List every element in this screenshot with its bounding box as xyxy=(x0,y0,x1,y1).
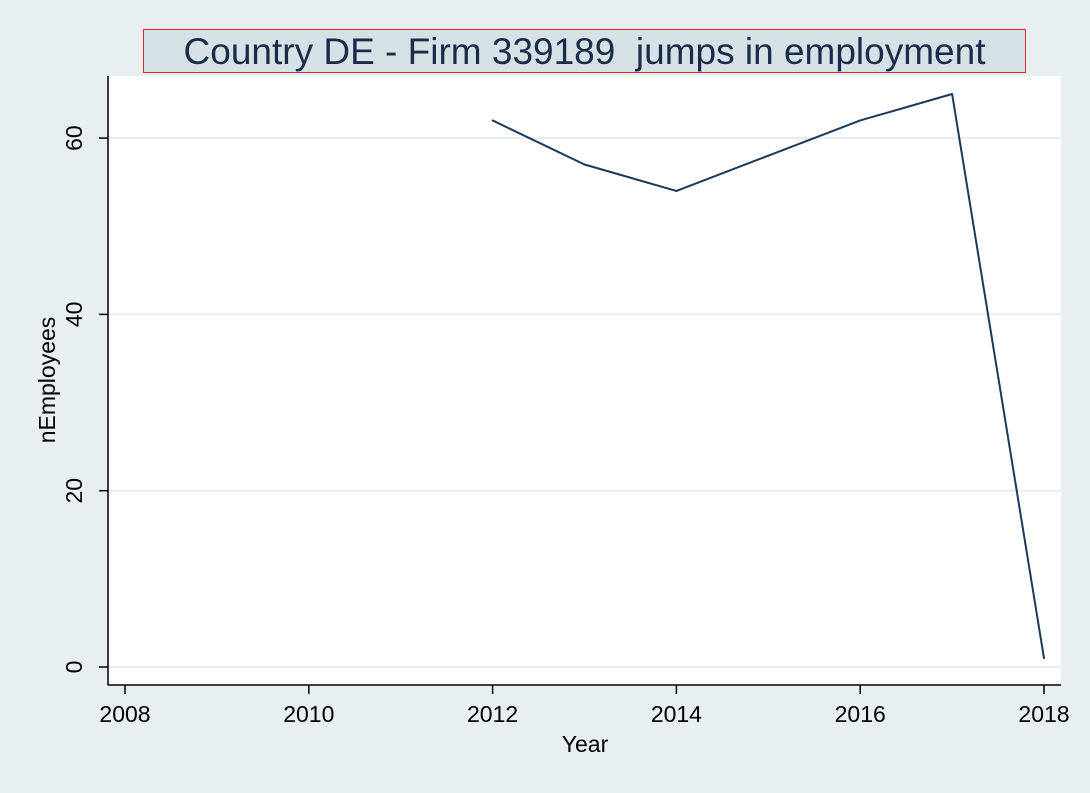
x-tick-label-2018: 2018 xyxy=(1018,701,1069,727)
plot-area xyxy=(109,76,1061,685)
data-point-2016 xyxy=(859,119,862,122)
x-tick-label-2012: 2012 xyxy=(467,701,518,727)
data-point-2015 xyxy=(767,154,770,157)
y-tick-label-40: 40 xyxy=(61,302,87,328)
data-point-2013 xyxy=(583,163,586,166)
axes: 0 20 40 60 2008 2010 2012 2014 2016 2018 xyxy=(61,76,1070,727)
chart-title-box: Country DE - Firm 339189 jumps in employ… xyxy=(143,29,1026,73)
data-point-2014 xyxy=(675,189,678,192)
chart-title: Country DE - Firm 339189 jumps in employ… xyxy=(183,30,986,72)
x-tick-label-2016: 2016 xyxy=(835,701,886,727)
x-tick-label-2008: 2008 xyxy=(99,701,150,727)
x-axis-title: Year xyxy=(562,731,609,757)
x-tick-label-2014: 2014 xyxy=(651,701,702,727)
data-point-2012 xyxy=(491,119,494,122)
y-tick-label-20: 20 xyxy=(61,478,87,504)
grid-lines xyxy=(109,137,1061,668)
y-axis-title: nEmployees xyxy=(34,317,60,444)
y-tick-label-60: 60 xyxy=(61,125,87,151)
y-tick-label-0: 0 xyxy=(61,661,87,674)
data-point-2018 xyxy=(1043,657,1045,660)
data-point-2017 xyxy=(951,93,954,95)
x-tick-label-2010: 2010 xyxy=(283,701,334,727)
series-layer xyxy=(491,93,1045,660)
